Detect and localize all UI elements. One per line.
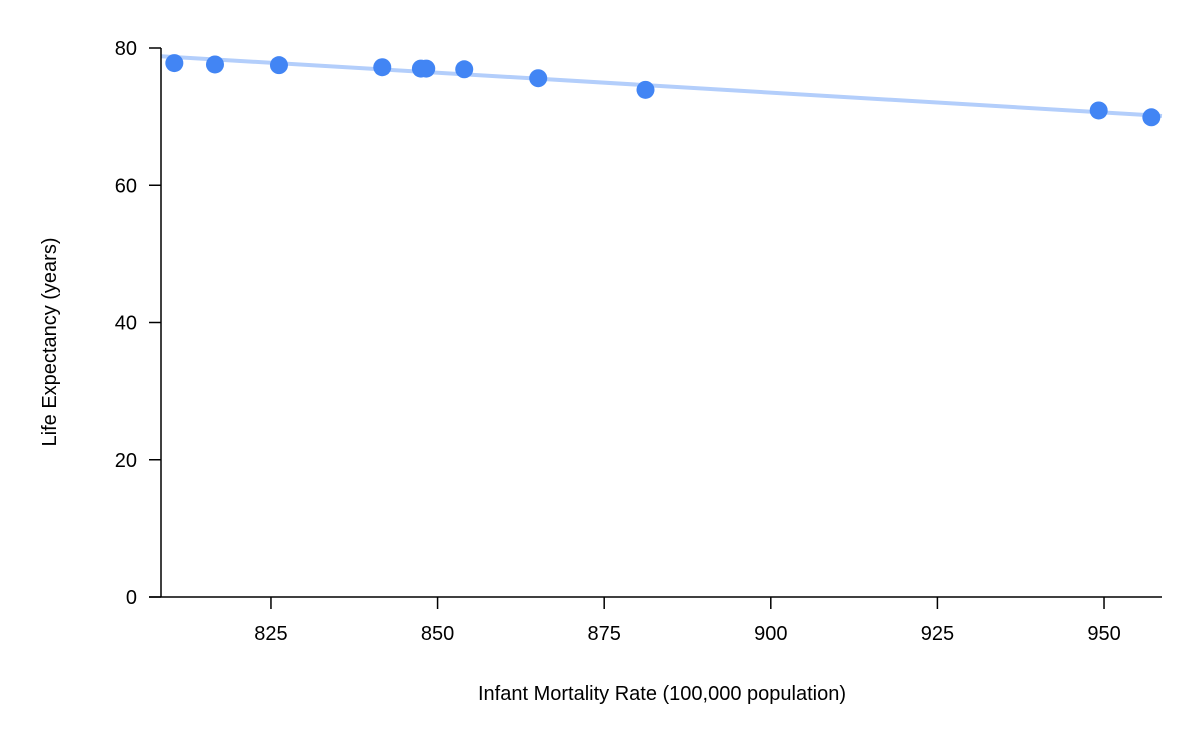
data-point — [417, 59, 436, 78]
trendline-layer — [160, 54, 1163, 118]
data-point — [165, 54, 184, 73]
data-point — [529, 69, 548, 88]
data-point — [205, 55, 224, 74]
data-point — [455, 60, 474, 79]
axes: 0 20 40 60 80 825 850 875 900 925 950 — [115, 38, 1162, 645]
x-axis-title: Infant Mortality Rate (100,000 populatio… — [478, 683, 846, 705]
x-tick-label: 900 — [754, 623, 787, 645]
data-point — [269, 56, 288, 75]
x-tick-label: 875 — [587, 623, 620, 645]
trendline — [160, 54, 1163, 118]
data-points — [165, 54, 1161, 127]
y-axis-title: Life Expectancy (years) — [39, 238, 61, 447]
x-tick-label: 950 — [1087, 623, 1120, 645]
y-tick-label: 20 — [115, 450, 137, 472]
data-point — [373, 58, 392, 77]
y-tick-label: 80 — [115, 38, 137, 60]
x-tick-label: 850 — [421, 623, 454, 645]
x-tick-label: 925 — [921, 623, 954, 645]
y-tick-label: 0 — [126, 587, 137, 609]
y-tick-label: 40 — [115, 313, 137, 335]
data-point — [1089, 101, 1108, 120]
data-point — [1142, 108, 1161, 127]
y-tick-label: 60 — [115, 175, 137, 197]
data-point — [636, 80, 655, 99]
x-tick-label: 825 — [254, 623, 287, 645]
